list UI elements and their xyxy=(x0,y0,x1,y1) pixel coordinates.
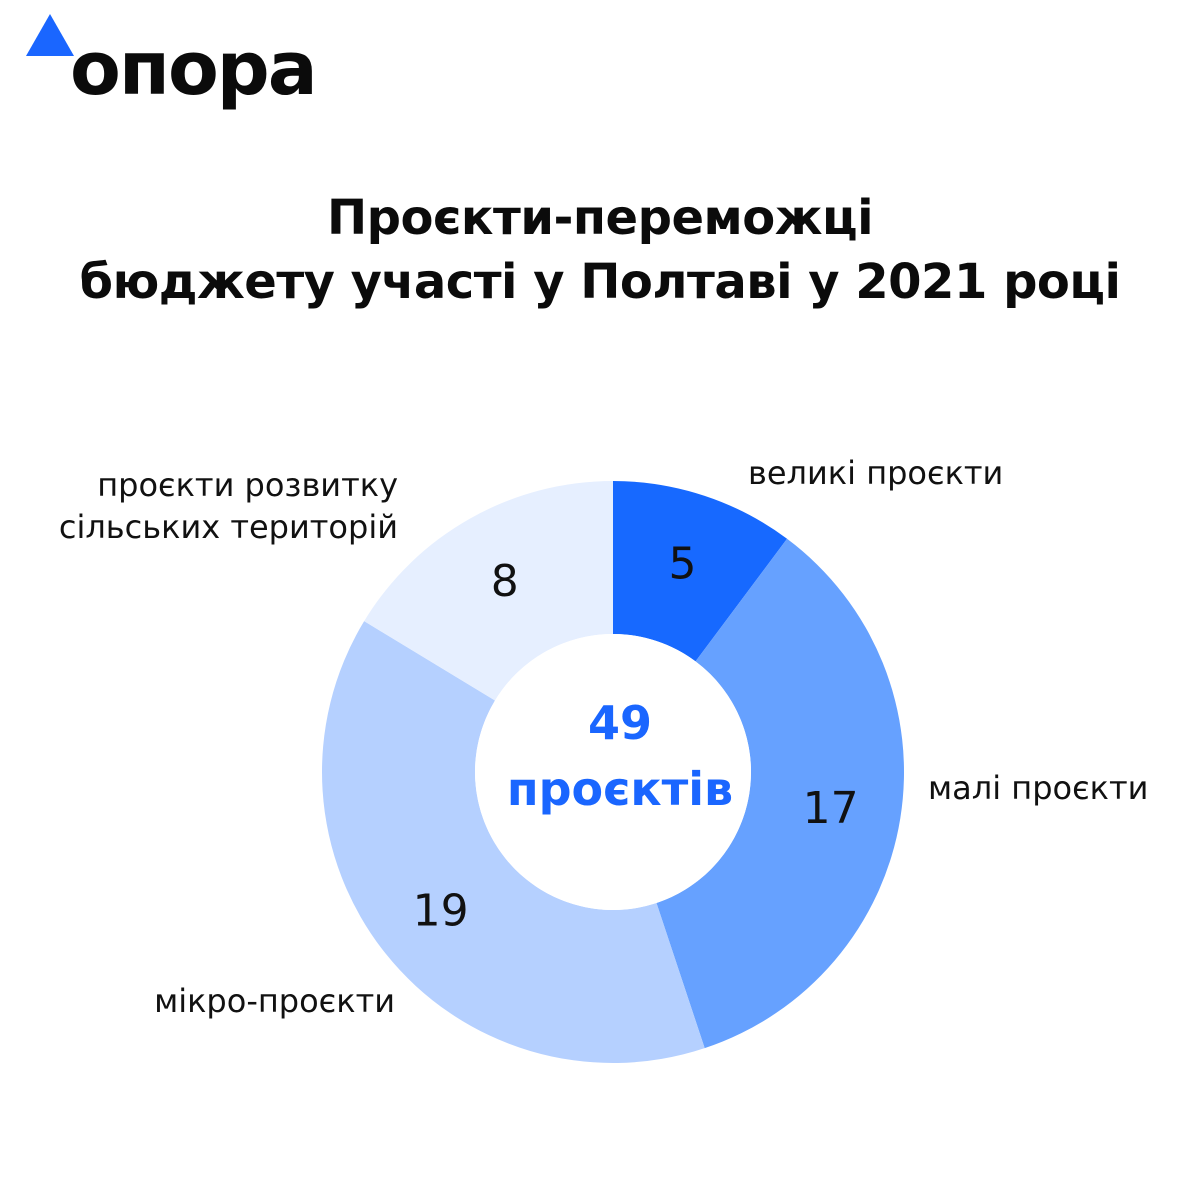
title-line-2: бюджету участі у Полтаві у 2021 році xyxy=(79,254,1121,310)
opora-logo: опора xyxy=(20,10,318,120)
donut-slice-small xyxy=(656,538,904,1049)
logo-triangle-icon xyxy=(26,14,74,56)
slice-value-micro: 19 xyxy=(413,885,469,936)
center-total-number: 49 xyxy=(587,696,652,750)
slice-value-small: 17 xyxy=(803,783,859,834)
slice-label-small: малі проєкти xyxy=(928,769,1149,807)
title-line-1: Проєкти-переможці xyxy=(326,190,874,246)
center-total: 49 проєктів xyxy=(480,690,760,822)
logo-text: опора xyxy=(70,26,318,112)
slice-value-rural: 8 xyxy=(491,556,519,607)
slice-label-micro: мікро-проєкти xyxy=(154,982,395,1020)
page-title: Проєкти-переможці бюджету участі у Полта… xyxy=(0,186,1200,314)
slice-label-large: великі проєкти xyxy=(748,454,1004,492)
slice-label-rural: проєкти розвитку сільських територій xyxy=(58,466,398,546)
donut-hole xyxy=(475,634,751,910)
donut-slice-large xyxy=(613,481,788,662)
donut-slice-rural xyxy=(364,481,613,701)
center-total-unit: проєктів xyxy=(506,762,734,816)
slice-value-large: 5 xyxy=(668,539,696,590)
donut-slice-micro xyxy=(321,621,705,1063)
